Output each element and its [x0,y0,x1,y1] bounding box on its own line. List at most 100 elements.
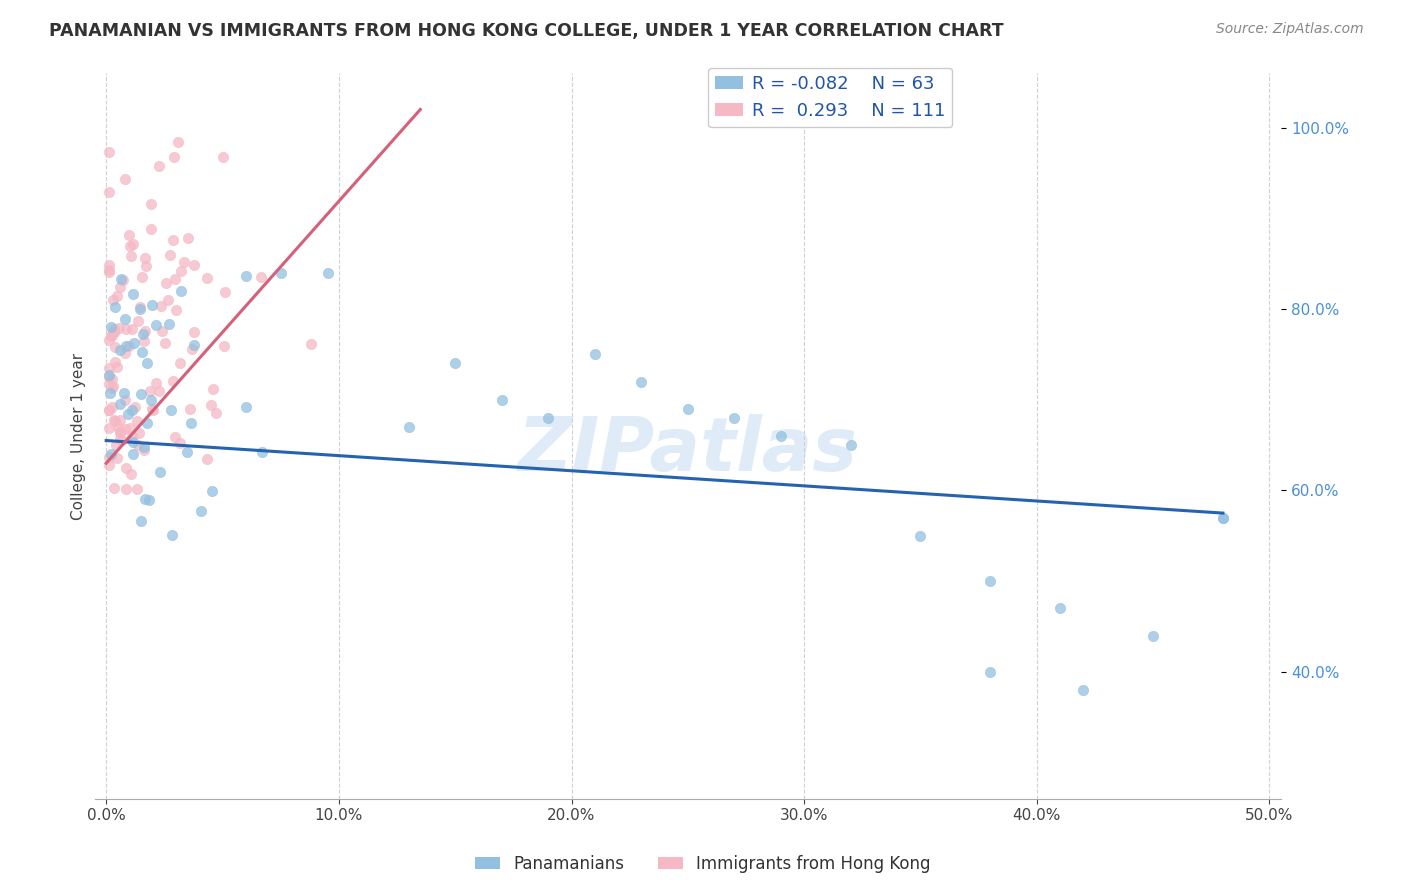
Point [111,434,134,448]
Point [105,450,128,465]
Point [162,233,184,247]
Point [201,483,224,498]
Point [150,324,173,338]
Point [165,430,187,444]
Point [100,320,122,334]
Text: PANAMANIAN VS IMMIGRANTS FROM HONG KONG COLLEGE, UNDER 1 YEAR CORRELATION CHART: PANAMANIAN VS IMMIGRANTS FROM HONG KONG … [49,22,1004,40]
Point [108,432,131,446]
Point [100,447,122,461]
Point [142,403,165,417]
Point [250,444,273,458]
Point [141,401,163,416]
Point [769,429,792,443]
Point [141,196,163,211]
Point [157,317,180,331]
Point [537,410,560,425]
Point [103,322,125,336]
Point [115,482,138,496]
Point [148,384,170,398]
Point [250,270,273,285]
Point [108,343,131,357]
Point [105,289,128,303]
Point [129,386,152,401]
Point [97,376,120,391]
Point [200,398,222,412]
Point [100,372,122,386]
Point [141,298,163,312]
Point [114,422,136,436]
Point [122,237,145,252]
Point [1212,510,1234,524]
Point [121,403,143,417]
Point [127,438,149,452]
Point [135,356,157,370]
Point [105,360,128,375]
Point [145,376,167,391]
Point [128,301,150,316]
Point [132,441,155,455]
Text: ZIPatlas: ZIPatlas [517,414,858,487]
Point [114,171,136,186]
Point [103,481,125,495]
Point [97,369,120,384]
Point [134,324,156,338]
Point [122,435,145,450]
Point [153,335,176,350]
Point [131,270,153,285]
Point [235,268,257,283]
Point [97,402,120,417]
Point [165,303,187,318]
Point [134,251,156,265]
Point [101,401,124,415]
Point [114,321,136,335]
Point [101,327,124,342]
Point [117,407,139,421]
Point [583,347,606,361]
Point [173,255,195,269]
Point [132,326,155,341]
Point [148,465,170,479]
Point [1142,628,1164,642]
Point [167,136,190,150]
Point [132,442,155,457]
Point [108,425,131,439]
Point [97,145,120,159]
Point [101,293,124,308]
Point [108,413,131,427]
Point [118,421,141,435]
Y-axis label: College, Under 1 year: College, Under 1 year [72,352,86,519]
Point [195,451,218,466]
Point [100,329,122,343]
Point [159,402,181,417]
Point [204,406,226,420]
Legend: Panamanians, Immigrants from Hong Kong: Panamanians, Immigrants from Hong Kong [468,848,938,880]
Point [108,321,131,335]
Point [104,340,127,354]
Point [97,258,120,272]
Text: Source: ZipAtlas.com: Source: ZipAtlas.com [1216,22,1364,37]
Point [103,413,125,427]
Point [110,271,132,285]
Point [128,426,150,441]
Point [301,337,323,351]
Point [723,410,745,425]
Point [316,266,339,280]
Point [839,438,862,452]
Point [97,361,120,376]
Point [107,419,129,434]
Point [108,396,131,410]
Point [134,491,156,506]
Point [630,375,652,389]
Legend: R = -0.082    N = 63, R =  0.293    N = 111: R = -0.082 N = 63, R = 0.293 N = 111 [709,68,952,128]
Point [165,271,187,285]
Point [155,276,177,290]
Point [118,228,141,243]
Point [195,271,218,285]
Point [270,266,292,280]
Point [139,384,162,399]
Point [98,458,121,472]
Point [129,514,152,528]
Point [169,356,191,370]
Point [108,279,131,293]
Point [135,259,157,273]
